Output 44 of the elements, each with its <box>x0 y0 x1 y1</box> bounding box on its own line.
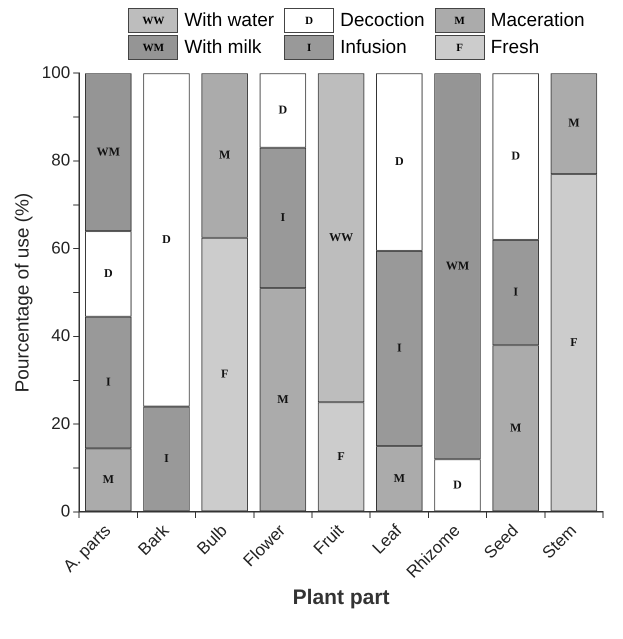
text: F <box>456 42 463 54</box>
x-axis-title: Plant part <box>292 586 390 610</box>
y-tick-label: 0 <box>60 502 70 521</box>
text: M <box>454 14 465 26</box>
data-label: I <box>513 284 518 299</box>
legend-label: With milk <box>184 36 262 58</box>
text: D <box>305 14 314 26</box>
data-label: WM <box>446 258 470 272</box>
data-label: D <box>162 232 172 246</box>
data-label: D <box>453 477 462 492</box>
data-label: WM <box>96 144 120 158</box>
text: I <box>306 42 312 54</box>
y-tick-label: 40 <box>51 326 70 346</box>
data-label: M <box>394 470 405 485</box>
legend-label: Maceration <box>490 10 585 32</box>
data-label: M <box>219 148 230 162</box>
x-tick-label: Bulb <box>193 520 231 558</box>
data-label: F <box>221 366 228 381</box>
data-label: I <box>106 374 111 389</box>
data-label: I <box>280 210 286 224</box>
data-label: F <box>337 448 345 463</box>
data-label: I <box>396 340 402 355</box>
data-label: M <box>102 472 114 486</box>
text: Decoction <box>340 10 425 32</box>
y-tick-label: 20 <box>51 414 70 433</box>
data-label: D <box>394 154 404 168</box>
data-label: I <box>164 451 170 466</box>
y-tick-label: 80 <box>51 150 70 170</box>
data-label: M <box>568 116 580 130</box>
y-tick-label: 60 <box>51 238 70 258</box>
data-label: WW <box>329 230 354 244</box>
data-label: D <box>511 148 520 163</box>
data-label: F <box>570 334 578 349</box>
legend-label: Fresh <box>490 36 540 58</box>
text: WW <box>142 14 164 26</box>
data-label: D <box>278 102 288 117</box>
data-label: M <box>510 420 522 434</box>
legend-label: With water <box>184 10 274 32</box>
legend-label: Infusion <box>340 36 407 58</box>
data-label: D <box>104 266 113 280</box>
data-label: M <box>277 392 289 406</box>
y-tick-label: 100 <box>42 62 70 82</box>
text: WM <box>142 42 164 54</box>
y-axis-title: Pourcentage of use (%) <box>12 192 34 392</box>
